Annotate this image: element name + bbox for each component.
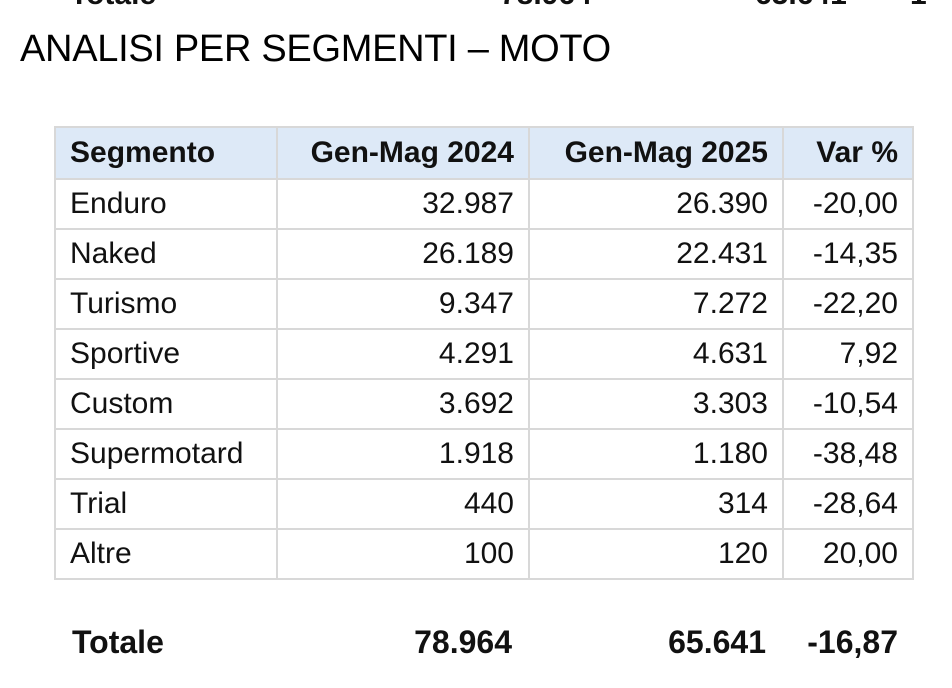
gen-mag-2025-cell: 26.390 [528,178,784,230]
var-cell: -20,00 [782,178,914,230]
gen-mag-2025-cell: 1.180 [528,428,784,480]
table-row: Altre 100 120 20,00 [54,528,914,580]
var-cell: -38,48 [782,428,914,480]
table-row: Trial 440 314 -28,64 [54,478,914,530]
total-gen-mag-2025: 65.641 [668,624,766,660]
gen-mag-2024-cell: 1.918 [276,428,530,480]
table-header-row: Segmento Gen-Mag 2024 Gen-Mag 2025 Var % [54,126,914,180]
column-header-segmento: Segmento [54,126,278,180]
previous-total-row-cut: Totale 78.964 65.641 -1 [0,0,952,11]
table-row: Naked 26.189 22.431 -14,35 [54,228,914,280]
cut-text: 78.964 [500,0,592,12]
segment-cell: Naked [54,228,278,280]
total-label: Totale [72,624,164,660]
column-header-gen-mag-2024: Gen-Mag 2024 [276,126,530,180]
total-gen-mag-2024: 78.964 [414,624,512,660]
gen-mag-2025-cell: 3.303 [528,378,784,430]
column-header-gen-mag-2025: Gen-Mag 2025 [528,126,784,180]
segment-cell: Supermotard [54,428,278,480]
total-var: -16,87 [807,624,898,660]
gen-mag-2024-cell: 100 [276,528,530,580]
table-row: Turismo 9.347 7.272 -22,20 [54,278,914,330]
gen-mag-2025-cell: 4.631 [528,328,784,380]
segment-cell: Trial [54,478,278,530]
table-row: Custom 3.692 3.303 -10,54 [54,378,914,430]
segment-cell: Enduro [54,178,278,230]
cut-text: Totale [70,0,156,12]
cut-text: 65.641 [755,0,847,12]
var-cell: -28,64 [782,478,914,530]
segments-table: Segmento Gen-Mag 2024 Gen-Mag 2025 Var %… [54,126,914,580]
total-row: Totale 78.964 65.641 -16,87 [54,614,914,670]
segment-cell: Sportive [54,328,278,380]
gen-mag-2024-cell: 9.347 [276,278,530,330]
segment-cell: Turismo [54,278,278,330]
gen-mag-2024-cell: 26.189 [276,228,530,280]
gen-mag-2024-cell: 3.692 [276,378,530,430]
table-row: Supermotard 1.918 1.180 -38,48 [54,428,914,480]
table-row: Sportive 4.291 4.631 7,92 [54,328,914,380]
page-title: ANALISI PER SEGMENTI – MOTO [20,28,611,70]
var-cell: -14,35 [782,228,914,280]
var-cell: 20,00 [782,528,914,580]
segment-cell: Altre [54,528,278,580]
var-cell: -10,54 [782,378,914,430]
gen-mag-2024-cell: 440 [276,478,530,530]
var-cell: -22,20 [782,278,914,330]
gen-mag-2025-cell: 22.431 [528,228,784,280]
cut-text: -1 [900,0,927,12]
gen-mag-2025-cell: 7.272 [528,278,784,330]
gen-mag-2025-cell: 314 [528,478,784,530]
gen-mag-2024-cell: 32.987 [276,178,530,230]
table-row: Enduro 32.987 26.390 -20,00 [54,178,914,230]
segment-cell: Custom [54,378,278,430]
var-cell: 7,92 [782,328,914,380]
gen-mag-2025-cell: 120 [528,528,784,580]
column-header-var: Var % [782,126,914,180]
gen-mag-2024-cell: 4.291 [276,328,530,380]
